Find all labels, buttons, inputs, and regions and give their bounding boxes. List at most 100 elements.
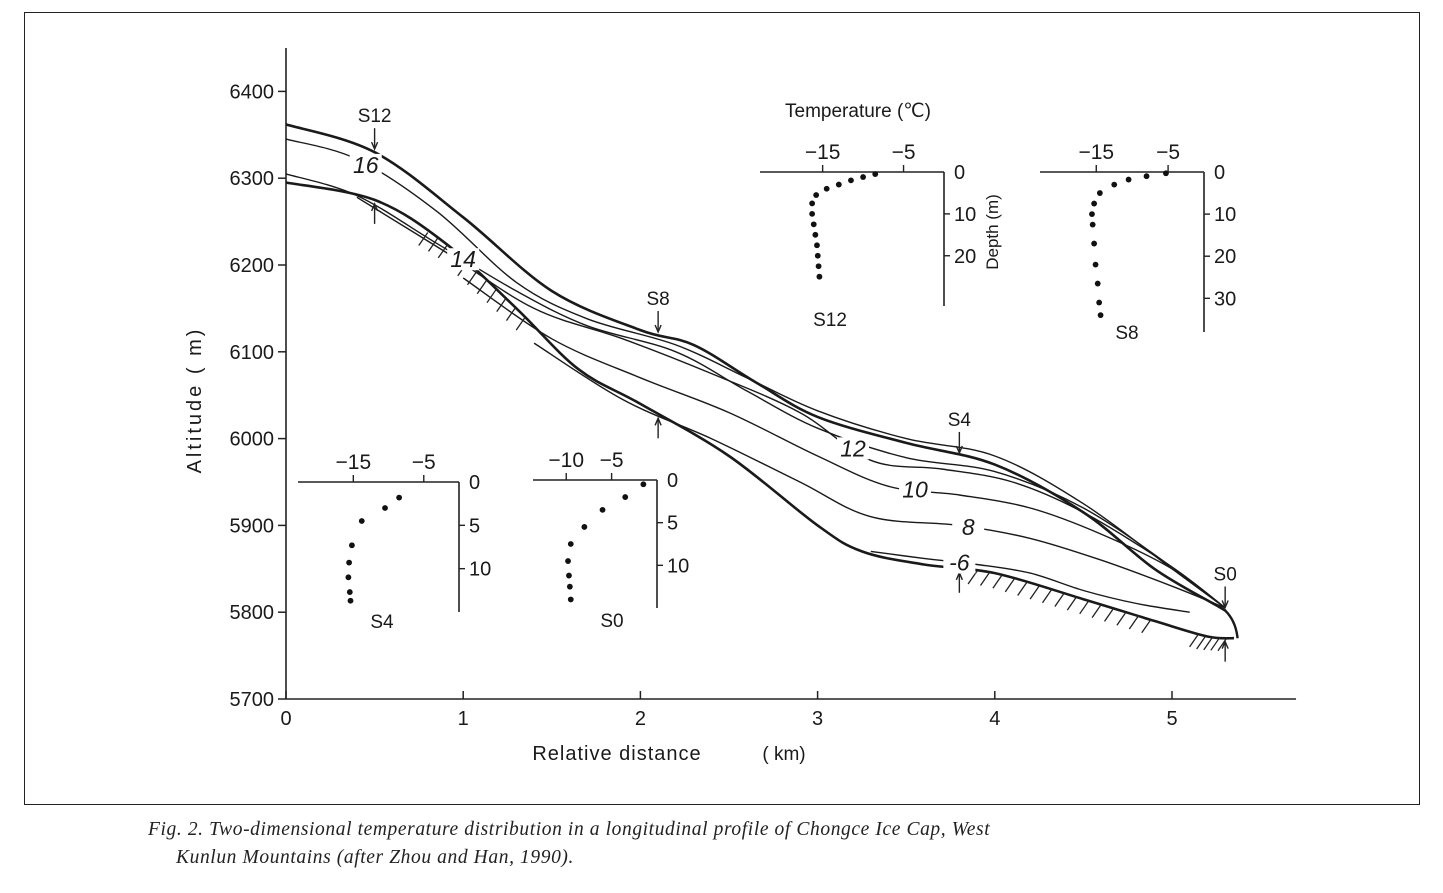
inset-data-point [823, 185, 830, 192]
inset-data-point [860, 174, 866, 180]
inset-y-tick-label: 20 [1214, 246, 1236, 268]
inset-station-label: S8 [1115, 323, 1138, 344]
hatch-mark [437, 244, 448, 259]
y-tick-label: 5700 [230, 689, 275, 711]
x-tick-label: 2 [635, 708, 646, 730]
caption-line-1: Fig. 2. Two-dimensional temperature dist… [148, 819, 991, 840]
isotherm-line [285, 173, 1226, 609]
inset-data-point [814, 252, 821, 259]
hatch-mark [1017, 582, 1028, 596]
station-arrowhead-top [654, 324, 662, 334]
isotherm-label-bg [943, 551, 976, 574]
inset-data-point [349, 542, 355, 549]
inset-data-point [567, 596, 574, 603]
hatch-mark [1041, 589, 1053, 604]
x-tick-label: 3 [812, 708, 823, 730]
hatch-mark [1091, 604, 1102, 618]
inset-profile-s4: −15 −5 0 5 10 S4 [298, 451, 491, 633]
hatch-mark [1116, 611, 1127, 626]
inset-y-tick-label: 10 [469, 559, 491, 581]
isotherm-line [462, 277, 1226, 609]
isotherm-label: 12 [840, 435, 866, 461]
inset-data-point [872, 171, 879, 177]
hatch-mark [496, 298, 507, 313]
station-arrowhead-top [370, 141, 379, 151]
hatch-mark [1066, 596, 1077, 611]
inset-x-tick-label: −5 [412, 451, 436, 474]
inset-station-label: S4 [370, 612, 394, 633]
inset-y-tick-label: 20 [954, 246, 976, 268]
station-arrowhead-top [955, 445, 964, 455]
isotherm-label-bg [899, 478, 932, 501]
inset-y-tick-label: 0 [1214, 162, 1225, 184]
inset-data-point [347, 597, 354, 604]
inset-data-point [346, 559, 352, 566]
caption-line-2: Kunlun Mountains (after Zhou and Han, 19… [176, 847, 574, 868]
inset-data-point [346, 589, 353, 595]
hatch-mark [418, 232, 429, 246]
hatch-mark [1203, 636, 1214, 651]
inset-data-point [1163, 170, 1169, 177]
station-label: S12 [358, 106, 392, 127]
isotherm-labels: 16 14 12 10 8 -6 [349, 152, 985, 575]
station-arrowhead-bottom [654, 416, 662, 426]
inset-data-point [814, 242, 820, 249]
inset-profile-s12: Temperature (℃) Depth (m) −15 −5 0 10 20 S12 [760, 101, 1002, 331]
inset-data-point [566, 583, 573, 590]
inset-data-point [565, 558, 571, 564]
isotherm-label-bg [837, 437, 870, 460]
figure-caption: Fig. 2. Two-dimensional temperature dist… [148, 816, 1318, 872]
main-lines [285, 123, 1239, 640]
inset-depth-label: Depth (m) [983, 194, 1002, 270]
inset-data-point [640, 481, 647, 488]
hatch-mark [1141, 619, 1152, 634]
inset-data-point [848, 177, 854, 184]
isotherm-line [533, 342, 1226, 609]
inset-y-tick-label: 0 [667, 470, 678, 492]
hatch-mark [1103, 608, 1115, 622]
inset-y-tick-label: 0 [954, 162, 965, 184]
inset-data-point [345, 574, 352, 581]
station-label: S4 [948, 410, 972, 431]
inset-data-point [581, 524, 588, 530]
inset-y-tick-label: 5 [667, 513, 678, 535]
inset-data-point [1089, 211, 1095, 218]
y-tick-label: 6100 [230, 342, 275, 364]
inset-x-tick-label: −15 [336, 451, 372, 474]
hatch-mark [1128, 615, 1139, 630]
inset-data-point [835, 181, 842, 188]
hatch-mark [515, 316, 526, 331]
inset-data-point [816, 273, 823, 280]
isotherm-label: 8 [962, 514, 975, 540]
inset-data-point [566, 572, 572, 579]
x-axis-label: Relative distance [532, 743, 701, 765]
station-label: S8 [646, 289, 669, 310]
isotherm-label: 14 [450, 246, 476, 272]
bedrock-hatch [418, 232, 1228, 652]
x-tick-label: 4 [989, 708, 1000, 730]
isotherm-label: 16 [353, 152, 379, 178]
y-tick-label: 6400 [230, 81, 275, 103]
station-markers: S12 S8 S4 S0 [358, 106, 1237, 662]
hatch-mark [992, 574, 1003, 589]
inset-data-point [1143, 173, 1150, 180]
inset-profile-s8: −15 −5 0 10 20 30 S8 [1040, 141, 1236, 344]
inset-data-point [1091, 240, 1098, 247]
inset-x-tick-label: −5 [1156, 141, 1180, 164]
inset-data-point [1094, 280, 1101, 287]
inset-y-tick-label: 5 [469, 515, 480, 537]
inset-data-point [1096, 190, 1103, 196]
x-tick-label: 0 [280, 708, 291, 730]
inset-data-point [813, 192, 820, 198]
hatch-mark [1029, 585, 1040, 600]
y-tick-label: 6000 [230, 429, 275, 451]
station-label: S0 [1214, 564, 1237, 585]
inset-data-point [1125, 176, 1132, 183]
inset-x-tick-label: −5 [600, 449, 624, 472]
inset-data-point [1096, 299, 1103, 306]
isotherm-label: 10 [902, 477, 928, 503]
hatch-mark [1079, 600, 1090, 615]
station-arrowhead-bottom [1221, 639, 1229, 649]
inset-data-point [567, 541, 574, 547]
inset-data-point [815, 263, 822, 270]
